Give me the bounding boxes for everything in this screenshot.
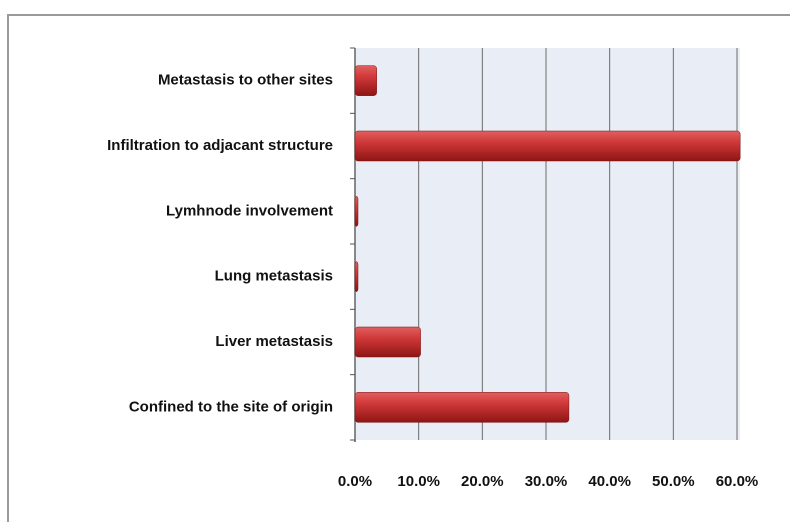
bar [354, 261, 359, 292]
bar [354, 196, 359, 227]
bar [354, 65, 377, 96]
y-tick-label: Confined to the site of origin [129, 398, 333, 415]
bar [354, 326, 421, 358]
y-tick-label: Lymhnode involvement [166, 202, 333, 219]
x-tick-label: 30.0% [525, 473, 568, 490]
x-tick-label: 40.0% [588, 473, 631, 490]
y-tick-label: Infiltration to adjacant structure [107, 137, 333, 154]
x-tick-label: 50.0% [652, 473, 695, 490]
y-tick-label: Lung metastasis [215, 268, 333, 285]
x-tick-label: 0.0% [338, 473, 372, 490]
x-tick-label: 20.0% [461, 473, 504, 490]
bar [354, 392, 570, 423]
x-tick-label: 10.0% [397, 473, 440, 490]
bar [354, 130, 741, 162]
y-tick-label: Liver metastasis [215, 333, 333, 350]
x-tick-label: 60.0% [716, 473, 759, 490]
plot-area [355, 48, 740, 440]
y-tick-label: Metastasis to other sites [158, 72, 333, 89]
frame [7, 14, 790, 522]
